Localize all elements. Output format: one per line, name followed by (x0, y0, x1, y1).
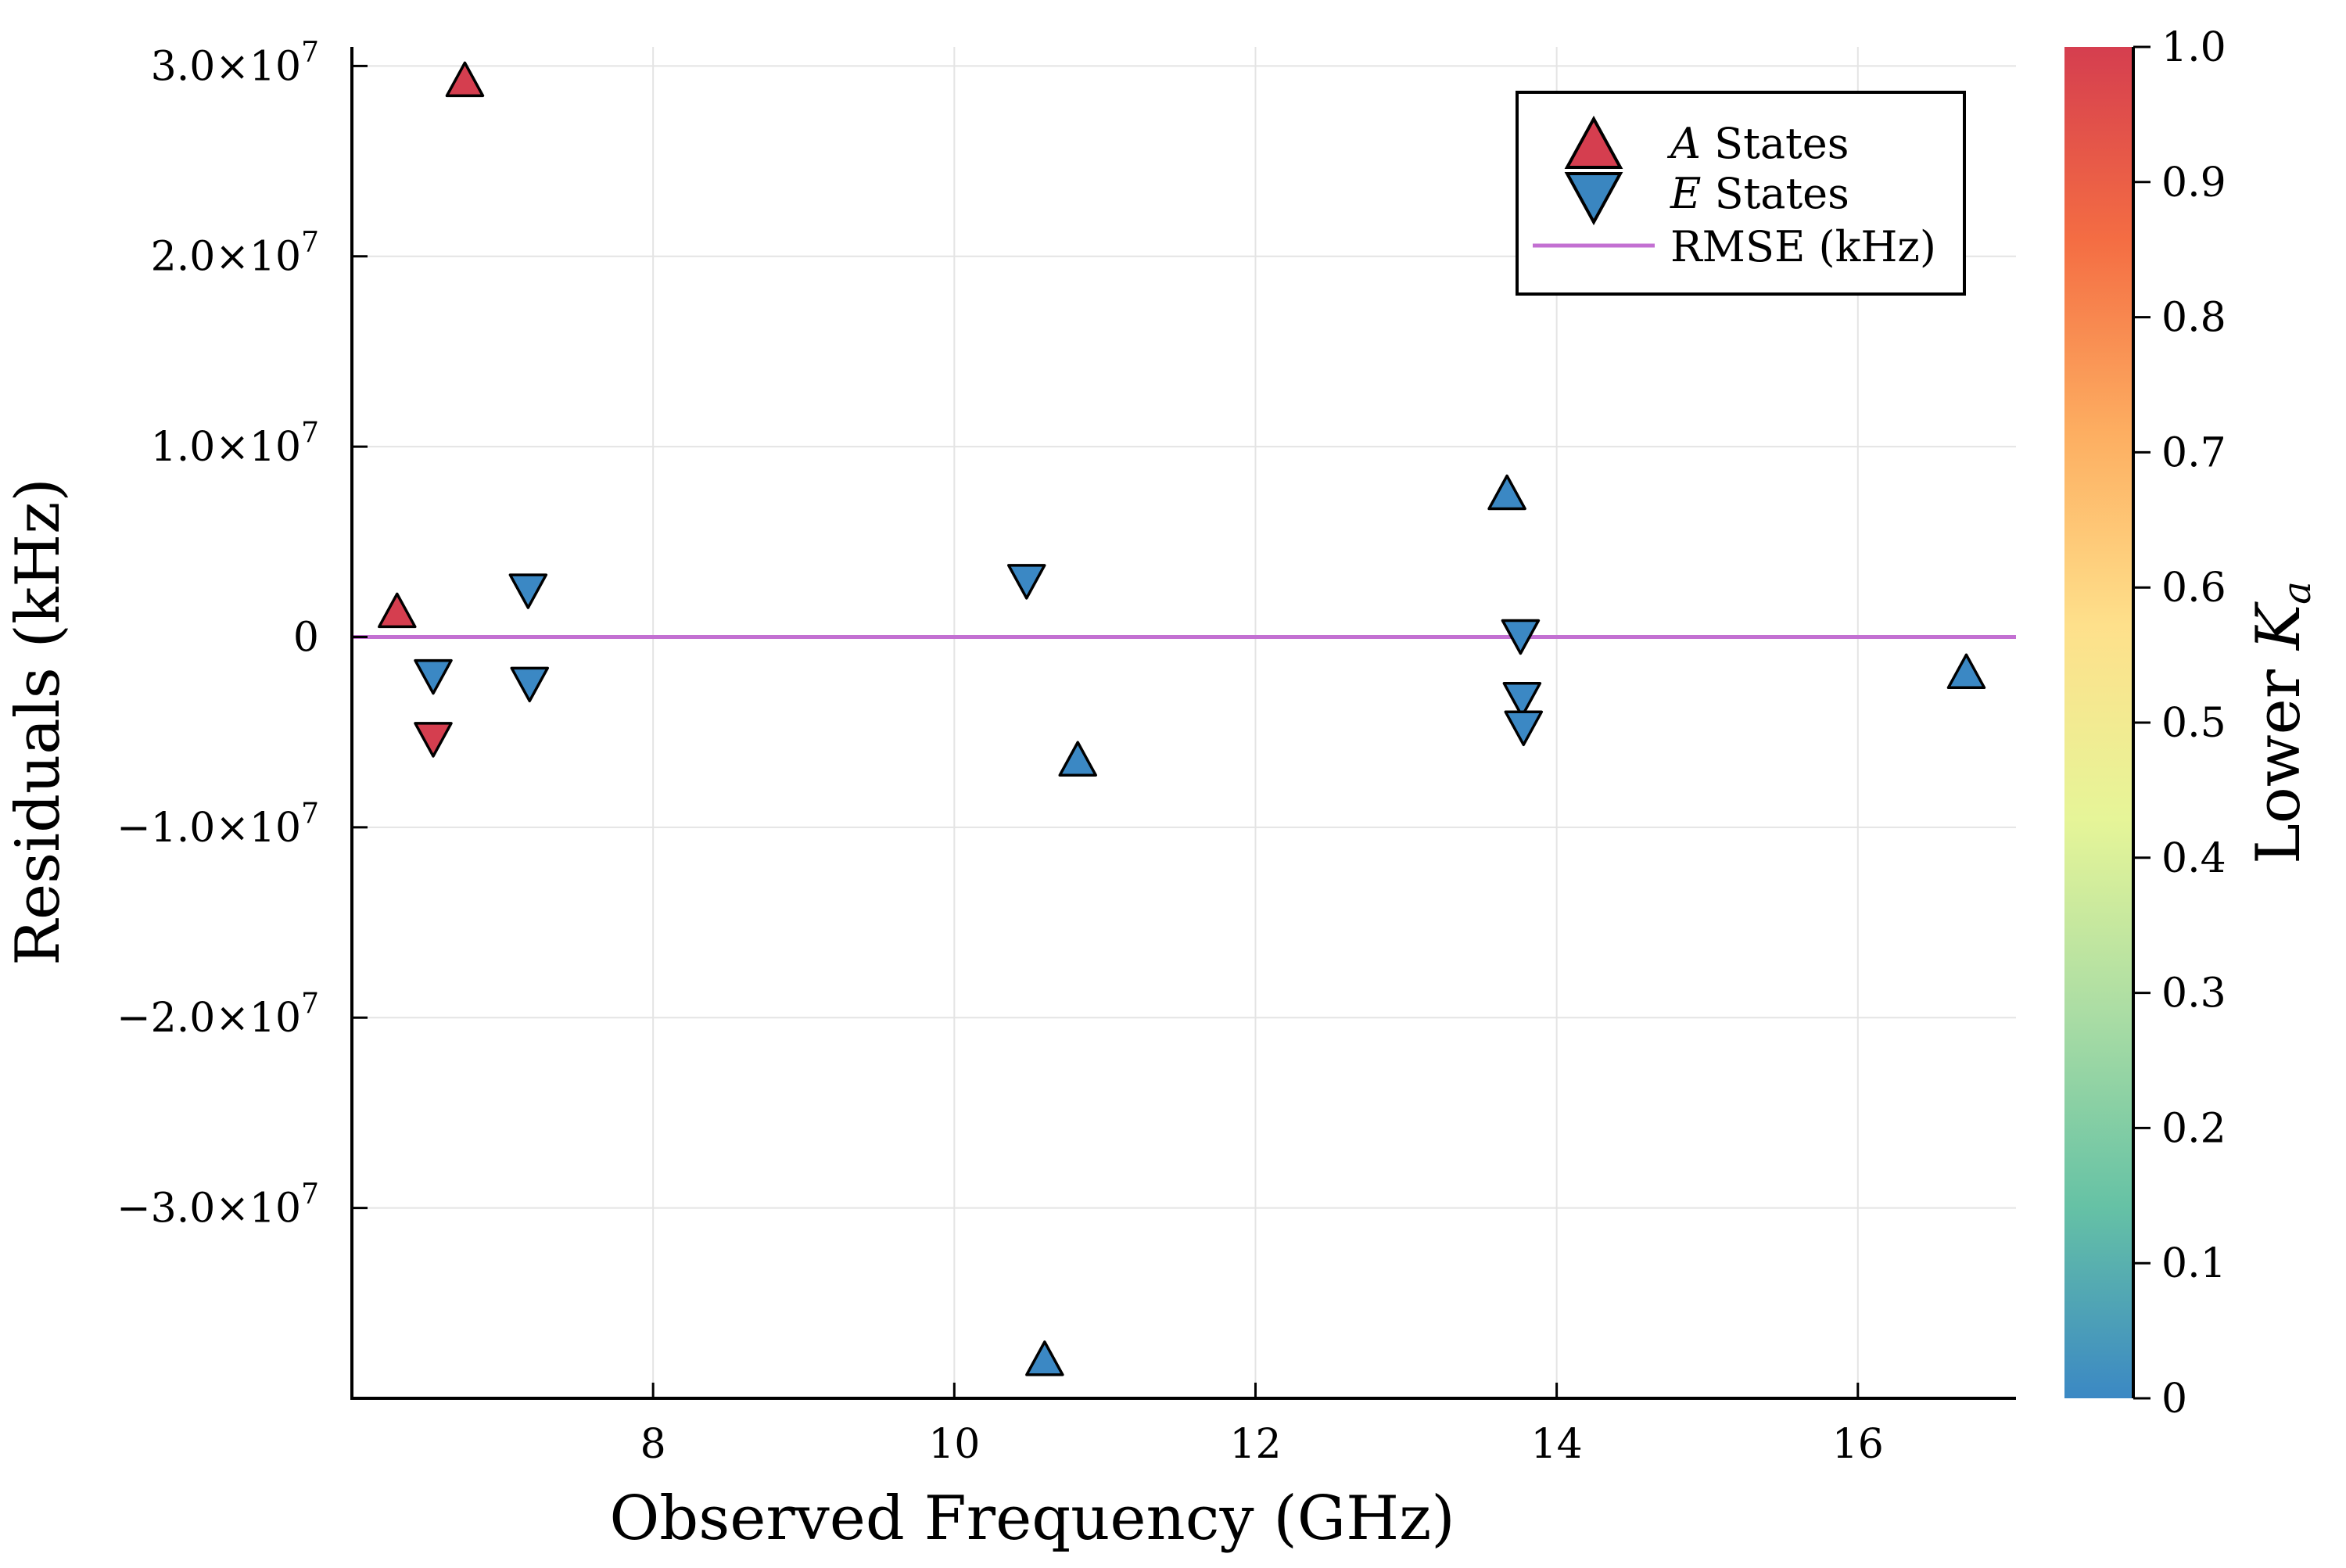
a-state-point (1058, 741, 1097, 777)
a-state-point (378, 592, 417, 629)
e-state-point (414, 722, 453, 758)
x-axis-title: Observed Frequency (GHz) (609, 1484, 1455, 1554)
y-tick-label: 2.0×107 (151, 227, 319, 281)
colorbar-tick-label: 0.4 (2161, 835, 2226, 882)
y-tick-label: −1.0×107 (117, 798, 319, 852)
legend-label: E States (1670, 169, 1849, 218)
colorbar: 0 0.1 0.2 0.3 0.4 0.5 0.6 0.7 0.8 0.9 1.0 Lower Ka (2064, 24, 2319, 1423)
x-tick-label: 14 (1531, 1421, 1583, 1468)
e-state-point (1007, 564, 1046, 600)
y-tick-label: −3.0×107 (117, 1179, 319, 1233)
legend-label: RMSE (kHz) (1670, 222, 1936, 271)
e-state-point (1502, 682, 1542, 718)
x-tick-label: 10 (928, 1421, 980, 1468)
colorbar-tick-label: 0.7 (2161, 429, 2226, 476)
e-state-point (414, 658, 453, 695)
legend-label: A States (1666, 119, 1849, 168)
colorbar-tick-label: 0.1 (2161, 1240, 2226, 1287)
x-tick-label: 12 (1229, 1421, 1281, 1468)
colorbar-title: Lower Ka (2244, 581, 2319, 864)
axes (350, 47, 2016, 1400)
x-tick-label: 16 (1832, 1421, 1884, 1468)
colorbar-tick-label: 0 (2161, 1376, 2187, 1423)
colorbar-tick-label: 0.8 (2161, 295, 2226, 342)
e-state-point (1504, 710, 1544, 747)
data-points (378, 61, 1986, 1376)
x-tick-labels: 8 10 12 14 16 (640, 1421, 1884, 1468)
y-tick-label: 0 (293, 614, 319, 661)
legend-marker-a-states (1564, 115, 1623, 169)
colorbar-tick-label: 1.0 (2161, 24, 2226, 71)
x-tick-label: 8 (640, 1421, 666, 1468)
colorbar-tick-label: 0.2 (2161, 1105, 2226, 1152)
a-state-point (1946, 653, 1986, 690)
colorbar-tick-label: 0.3 (2161, 971, 2226, 1017)
e-state-point (1501, 619, 1541, 655)
y-tick-label: 1.0×107 (151, 417, 319, 471)
colorbar-tick-label: 0.6 (2161, 565, 2226, 612)
a-state-point (445, 61, 485, 98)
y-tick-label: −2.0×107 (117, 988, 319, 1042)
legend-marker-e-states (1564, 172, 1623, 226)
y-tick-label: 3.0×107 (151, 36, 319, 90)
e-state-point (508, 573, 548, 609)
a-state-point (1025, 1340, 1064, 1376)
colorbar-gradient (2064, 47, 2133, 1398)
colorbar-tick-label: 0.9 (2161, 160, 2226, 206)
e-state-point (510, 666, 549, 703)
a-state-point (1487, 474, 1526, 511)
y-tick-labels: −3.0×107 −2.0×107 −1.0×107 0 1.0×107 2.0×107 3… (117, 36, 319, 1232)
y-axis-title: Residuals (kHz) (3, 478, 74, 966)
colorbar-tick-label: 0.5 (2161, 700, 2226, 747)
